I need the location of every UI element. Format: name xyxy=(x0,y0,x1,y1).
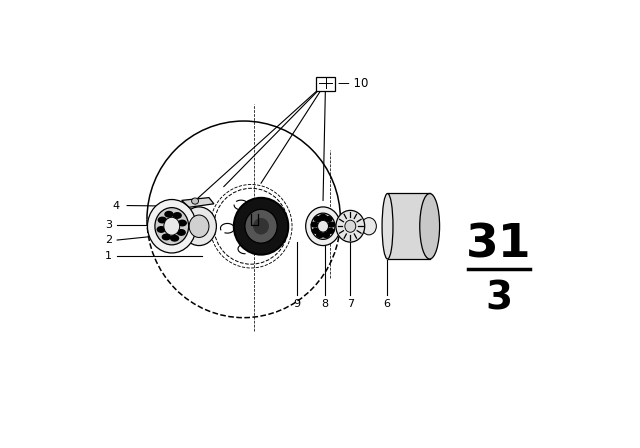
Circle shape xyxy=(171,236,179,241)
Text: 6: 6 xyxy=(383,299,390,309)
Ellipse shape xyxy=(182,207,216,246)
Ellipse shape xyxy=(191,198,198,204)
Text: 9: 9 xyxy=(293,299,300,309)
Circle shape xyxy=(317,233,324,237)
Ellipse shape xyxy=(147,199,196,253)
Circle shape xyxy=(158,217,166,223)
Ellipse shape xyxy=(306,207,340,246)
Text: 31: 31 xyxy=(467,223,532,267)
Circle shape xyxy=(163,234,170,240)
Text: 2: 2 xyxy=(105,235,112,245)
Ellipse shape xyxy=(245,209,277,243)
Text: 3: 3 xyxy=(105,220,112,229)
Ellipse shape xyxy=(362,218,376,235)
FancyBboxPatch shape xyxy=(316,77,335,90)
Circle shape xyxy=(177,230,185,235)
Ellipse shape xyxy=(311,213,335,239)
Bar xyxy=(388,194,429,259)
Circle shape xyxy=(319,215,326,220)
Ellipse shape xyxy=(164,217,180,235)
Ellipse shape xyxy=(345,220,356,232)
Ellipse shape xyxy=(336,211,365,242)
Circle shape xyxy=(312,228,319,233)
Circle shape xyxy=(314,217,321,221)
Text: 1: 1 xyxy=(105,250,112,261)
Text: 8: 8 xyxy=(321,299,328,309)
Ellipse shape xyxy=(234,198,288,255)
Circle shape xyxy=(179,220,186,226)
Circle shape xyxy=(173,213,181,218)
Circle shape xyxy=(323,233,330,237)
Ellipse shape xyxy=(382,194,393,259)
Circle shape xyxy=(165,211,173,217)
Text: — 10: — 10 xyxy=(338,77,368,90)
Text: 3: 3 xyxy=(486,280,513,318)
Text: 4: 4 xyxy=(113,201,120,211)
Circle shape xyxy=(327,228,334,233)
Ellipse shape xyxy=(155,207,189,245)
Circle shape xyxy=(325,217,332,221)
Ellipse shape xyxy=(189,215,209,237)
Ellipse shape xyxy=(253,218,269,234)
Text: 7: 7 xyxy=(347,299,354,309)
Ellipse shape xyxy=(420,194,440,259)
Text: 5: 5 xyxy=(350,231,357,241)
Circle shape xyxy=(157,227,165,232)
Ellipse shape xyxy=(317,220,328,232)
Circle shape xyxy=(311,222,318,227)
Circle shape xyxy=(328,222,335,227)
Polygon shape xyxy=(182,198,214,207)
